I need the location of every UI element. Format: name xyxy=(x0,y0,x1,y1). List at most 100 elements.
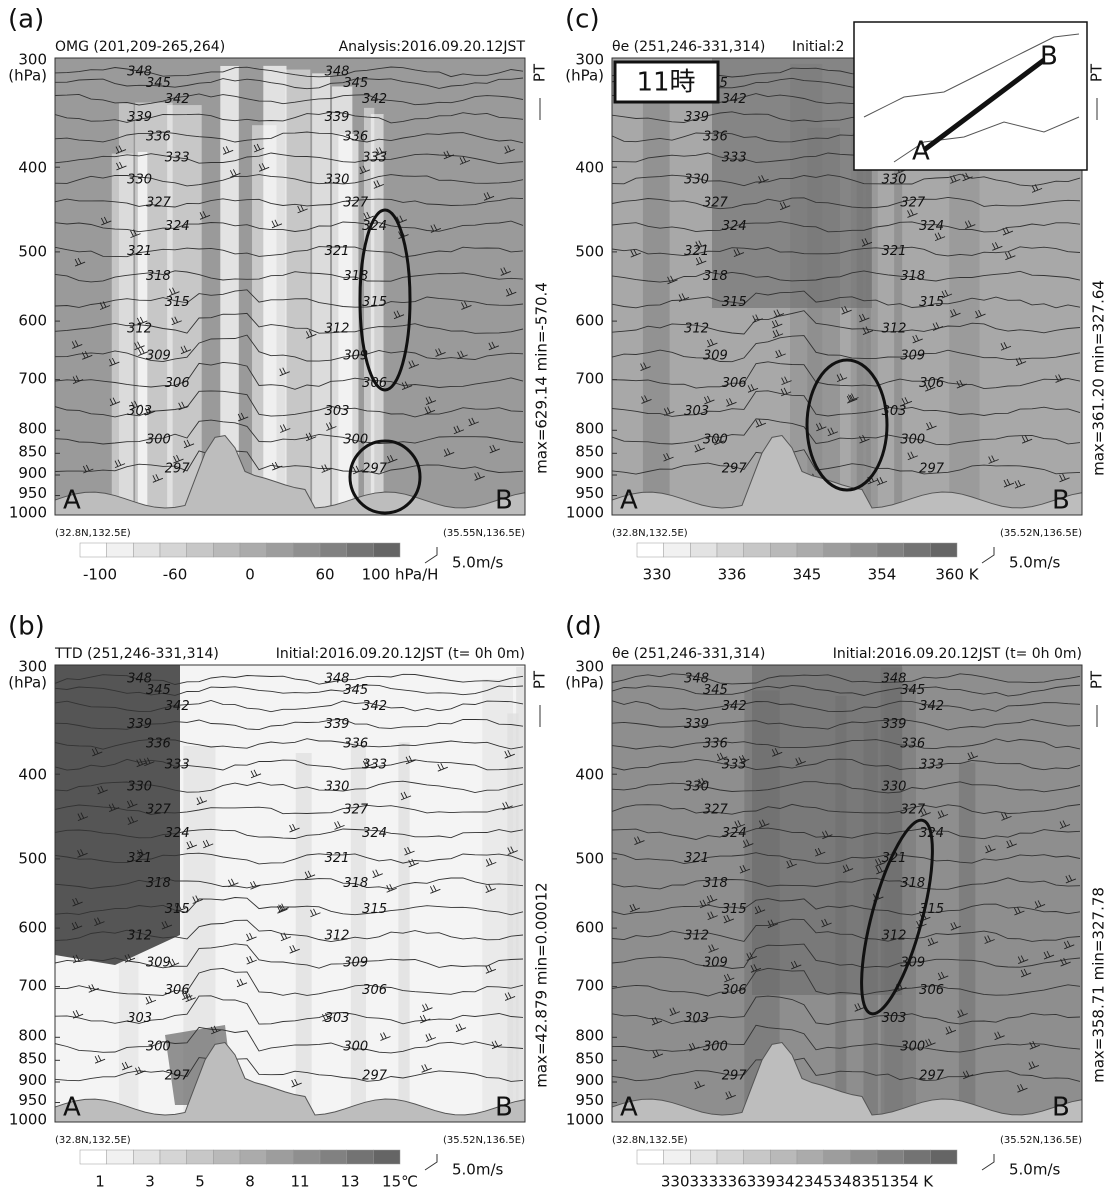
wind-barb xyxy=(126,799,138,809)
contour-label: 300 xyxy=(343,433,368,448)
shade xyxy=(183,745,216,1122)
isentrope xyxy=(55,419,524,445)
point-b: B xyxy=(495,1093,513,1123)
contour-label: 309 xyxy=(703,955,728,970)
contour-label: 300 xyxy=(900,1040,925,1055)
isentrope xyxy=(55,995,524,1025)
wind-barb xyxy=(858,313,870,323)
colorbar-label: 360 K xyxy=(935,566,979,584)
contour-label: 339 xyxy=(325,110,350,125)
wind-barb xyxy=(199,211,211,220)
colorbar-label: -60 xyxy=(163,566,188,584)
shade xyxy=(363,107,375,515)
colorbar-cell xyxy=(770,542,798,558)
point-b: B xyxy=(1052,1093,1070,1123)
colorbar-cell xyxy=(903,1149,931,1165)
wind-scale: 5.0m/s xyxy=(452,1161,504,1179)
pt-label: PT xyxy=(531,63,549,82)
contour-label: 306 xyxy=(722,983,747,998)
isentrope xyxy=(55,289,524,308)
colorbar-cell xyxy=(159,542,187,558)
contour-label: 306 xyxy=(722,376,747,391)
colorbar-cell xyxy=(293,542,321,558)
colorbar-cell xyxy=(373,1149,401,1165)
pressure-label: 400 xyxy=(18,766,47,784)
wind-barb xyxy=(758,819,770,829)
contour-label: 297 xyxy=(165,462,191,477)
contour-label: 300 xyxy=(146,433,171,448)
wind-barb xyxy=(91,747,103,757)
wind-barb xyxy=(771,748,783,757)
shade xyxy=(111,153,134,515)
wind-barb xyxy=(663,407,675,416)
shade xyxy=(338,133,359,515)
shade xyxy=(350,742,367,1122)
contour-label: 309 xyxy=(146,955,171,970)
wind-barb xyxy=(192,895,203,904)
isentrope xyxy=(612,361,1081,390)
wind-barb xyxy=(726,398,737,407)
isentrope xyxy=(612,918,1081,942)
contour-label: 339 xyxy=(684,717,709,732)
max-min: max=42.879 min=0.00012 xyxy=(533,882,551,1087)
wind-barb xyxy=(1003,478,1015,488)
time-box xyxy=(613,60,720,104)
wind-barb xyxy=(405,755,417,765)
contour-label: 333 xyxy=(362,150,387,165)
contour-label: 297 xyxy=(165,1069,191,1084)
wind-barb xyxy=(72,954,84,964)
wind-barb xyxy=(747,384,759,393)
isentrope xyxy=(55,270,524,283)
panel-label: (c) xyxy=(565,5,600,35)
wind-barb xyxy=(901,397,913,406)
wind-barb xyxy=(815,422,827,432)
wind-barb xyxy=(250,881,261,890)
contour-label: 339 xyxy=(127,717,152,732)
field-label: OMG (201,209-265,264) xyxy=(55,39,225,55)
wind-barb xyxy=(169,287,180,297)
colorbar-cell xyxy=(106,542,134,558)
wind-barb xyxy=(386,455,398,464)
wind-barb xyxy=(94,1055,106,1064)
colorbar-cell xyxy=(319,1149,347,1165)
wind-barb xyxy=(443,448,455,457)
pressure-label: 900 xyxy=(18,464,47,482)
wind-barb xyxy=(962,1070,974,1080)
colorbar-label: 3 xyxy=(145,1173,155,1191)
contour-label: 330 xyxy=(882,779,907,794)
isentrope xyxy=(612,221,1081,233)
wind-barb xyxy=(907,209,918,218)
wind-barb xyxy=(739,864,751,874)
wind-barb xyxy=(755,419,767,428)
pressure-unit: (hPa) xyxy=(8,674,47,692)
contour-label: 336 xyxy=(343,737,368,752)
colorbar-cell xyxy=(823,542,851,558)
contour-label: 297 xyxy=(722,1069,748,1084)
wind-barb xyxy=(846,394,858,404)
map-a: A xyxy=(912,137,930,167)
colorbar-cell xyxy=(903,542,931,558)
isentrope xyxy=(612,995,1081,1025)
contour-label: 306 xyxy=(362,983,387,998)
wind-barb xyxy=(500,267,511,276)
left-coord: (32.8N,132.5E) xyxy=(55,1135,131,1146)
wind-barb xyxy=(754,905,766,915)
pressure-label: 850 xyxy=(575,1049,604,1067)
wind-barb xyxy=(630,248,641,258)
wind-barb xyxy=(130,229,141,239)
contour-label: 342 xyxy=(362,92,387,107)
wind-barb xyxy=(145,996,157,1005)
wind-barb xyxy=(429,885,441,894)
wind-barb xyxy=(186,840,198,850)
wind-barb xyxy=(325,422,337,431)
contour-label: 330 xyxy=(882,172,907,187)
colorbar-cell xyxy=(876,542,904,558)
contour-label: 324 xyxy=(165,219,190,234)
contour-label: 330 xyxy=(684,779,709,794)
contour-label: 330 xyxy=(684,172,709,187)
pressure-label: 600 xyxy=(18,918,47,936)
wind-barb xyxy=(422,1003,433,1013)
isentrope xyxy=(55,700,524,713)
pressure-label: 600 xyxy=(18,311,47,329)
colorbar-cell xyxy=(213,1149,241,1165)
